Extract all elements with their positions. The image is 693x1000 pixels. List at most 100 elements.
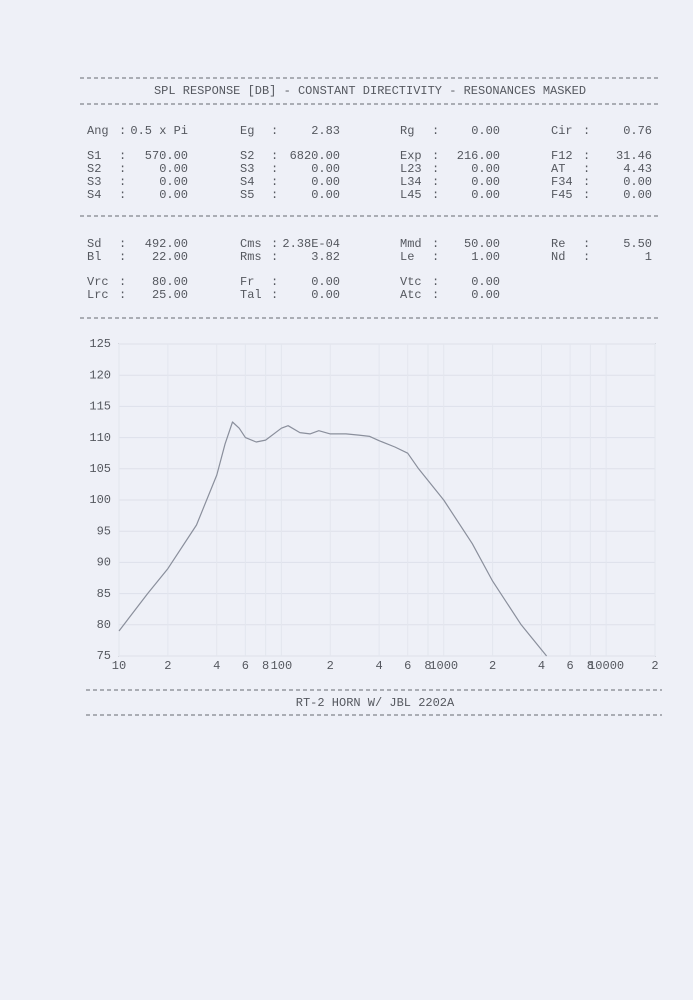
x-tick-label: 2 bbox=[489, 659, 496, 673]
param-separator: : bbox=[432, 149, 439, 163]
param-label: L23 bbox=[400, 162, 422, 176]
param-value: 0.76 bbox=[623, 124, 652, 138]
param-label: Ang bbox=[87, 124, 109, 138]
param-separator: : bbox=[271, 275, 278, 289]
param-value: 0.00 bbox=[623, 188, 652, 202]
param-value: 0.00 bbox=[311, 175, 340, 189]
param-label: Rg bbox=[400, 124, 414, 138]
param-label: F12 bbox=[551, 149, 573, 163]
param-separator: : bbox=[119, 175, 126, 189]
x-tick-label: 2 bbox=[327, 659, 334, 673]
param-separator: : bbox=[583, 162, 590, 176]
param-label: Rms bbox=[240, 250, 262, 264]
param-value: 2.38E-04 bbox=[282, 237, 340, 251]
param-separator: : bbox=[271, 149, 278, 163]
x-tick-label: 6 bbox=[242, 659, 249, 673]
param-value: 80.00 bbox=[152, 275, 188, 289]
param-value: 0.00 bbox=[159, 188, 188, 202]
param-separator: : bbox=[119, 237, 126, 251]
param-label: Cir bbox=[551, 124, 573, 138]
param-separator: : bbox=[432, 237, 439, 251]
param-label: S3 bbox=[240, 162, 254, 176]
param-label: Nd bbox=[551, 250, 565, 264]
param-label: S2 bbox=[87, 162, 101, 176]
x-tick-label: 4 bbox=[213, 659, 220, 673]
param-value: 31.46 bbox=[616, 149, 652, 163]
param-value: 0.00 bbox=[159, 162, 188, 176]
param-label: S4 bbox=[240, 175, 254, 189]
x-tick-label: 6 bbox=[404, 659, 411, 673]
param-value: 216.00 bbox=[457, 149, 500, 163]
y-tick-label: 100 bbox=[89, 493, 111, 507]
param-value: 0.00 bbox=[311, 288, 340, 302]
param-separator: : bbox=[271, 124, 278, 138]
y-tick-label: 105 bbox=[89, 462, 111, 476]
param-label: L45 bbox=[400, 188, 422, 202]
param-value: 1.00 bbox=[471, 250, 500, 264]
y-tick-label: 75 bbox=[97, 649, 111, 663]
param-separator: : bbox=[119, 162, 126, 176]
param-separator: : bbox=[271, 162, 278, 176]
param-label: S3 bbox=[87, 175, 101, 189]
y-tick-label: 110 bbox=[89, 431, 111, 445]
param-label: F45 bbox=[551, 188, 573, 202]
param-value: 25.00 bbox=[152, 288, 188, 302]
param-separator: : bbox=[432, 275, 439, 289]
param-value: 50.00 bbox=[464, 237, 500, 251]
x-tick-label: 8 bbox=[262, 659, 269, 673]
param-value: 0.00 bbox=[471, 162, 500, 176]
param-label: Eg bbox=[240, 124, 254, 138]
param-separator: : bbox=[583, 149, 590, 163]
param-label: AT bbox=[551, 162, 565, 176]
y-tick-label: 115 bbox=[89, 400, 111, 414]
param-separator: : bbox=[119, 149, 126, 163]
param-separator: : bbox=[119, 188, 126, 202]
param-value: 4.43 bbox=[623, 162, 652, 176]
param-separator: : bbox=[583, 250, 590, 264]
x-tick-label: 4 bbox=[376, 659, 383, 673]
param-label: Sd bbox=[87, 237, 101, 251]
y-tick-label: 90 bbox=[97, 556, 111, 570]
param-separator: : bbox=[432, 124, 439, 138]
param-value: 0.00 bbox=[311, 275, 340, 289]
param-label: Vtc bbox=[400, 275, 422, 289]
param-value: 1 bbox=[645, 250, 652, 264]
param-separator: : bbox=[432, 188, 439, 202]
param-separator: : bbox=[119, 250, 126, 264]
param-separator: : bbox=[583, 237, 590, 251]
param-separator: : bbox=[583, 124, 590, 138]
param-value: 3.82 bbox=[311, 250, 340, 264]
param-value: 22.00 bbox=[152, 250, 188, 264]
param-value: 0.00 bbox=[471, 124, 500, 138]
param-separator: : bbox=[271, 175, 278, 189]
y-tick-label: 85 bbox=[97, 587, 111, 601]
param-label: Exp bbox=[400, 149, 422, 163]
param-value: 0.00 bbox=[159, 175, 188, 189]
param-label: F34 bbox=[551, 175, 573, 189]
param-value: 2.83 bbox=[311, 124, 340, 138]
x-tick-label: 8 bbox=[424, 659, 431, 673]
x-tick-label: 100 bbox=[271, 659, 293, 673]
param-separator: : bbox=[271, 237, 278, 251]
x-tick-label: 6 bbox=[566, 659, 573, 673]
param-separator: : bbox=[583, 188, 590, 202]
param-label: Fr bbox=[240, 275, 254, 289]
x-tick-label: 2 bbox=[164, 659, 171, 673]
param-label: S2 bbox=[240, 149, 254, 163]
x-tick-label: 8 bbox=[587, 659, 594, 673]
param-value: 0.00 bbox=[471, 188, 500, 202]
param-separator: : bbox=[271, 288, 278, 302]
param-label: S4 bbox=[87, 188, 101, 202]
param-separator: : bbox=[432, 288, 439, 302]
param-value: 492.00 bbox=[145, 237, 188, 251]
param-separator: : bbox=[119, 275, 126, 289]
y-tick-label: 80 bbox=[97, 618, 111, 632]
param-label: Vrc bbox=[87, 275, 109, 289]
param-label: Tal bbox=[240, 288, 262, 302]
footer-caption: RT-2 HORN W/ JBL 2202A bbox=[296, 696, 455, 710]
param-value: 0.5 x Pi bbox=[130, 124, 188, 138]
param-separator: : bbox=[583, 175, 590, 189]
x-tick-label: 4 bbox=[538, 659, 545, 673]
